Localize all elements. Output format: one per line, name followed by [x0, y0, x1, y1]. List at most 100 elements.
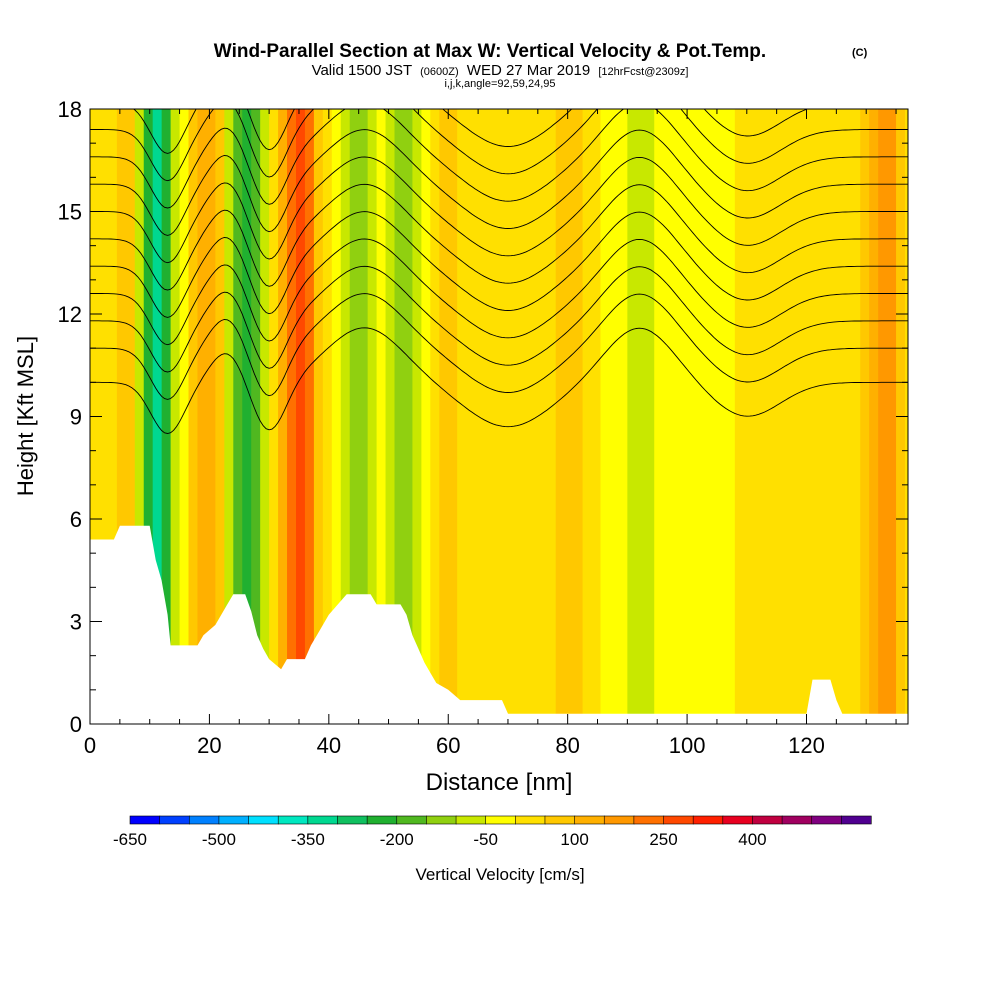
velocity-band: [645, 109, 655, 724]
velocity-band: [528, 109, 539, 724]
vertical-velocity-field: [90, 109, 908, 724]
valid-utc: (0600Z): [420, 66, 459, 78]
velocity-band: [851, 109, 861, 724]
velocity-band: [457, 109, 467, 724]
velocity-band: [484, 109, 494, 724]
theta-contour: [90, 238, 908, 346]
velocity-band: [251, 109, 261, 724]
colorbar-tick-label: -50: [473, 830, 498, 849]
velocity-band: [448, 109, 458, 724]
theta-contour: [90, 265, 908, 373]
y-tick-label: 3: [70, 610, 82, 635]
velocity-band: [672, 109, 682, 724]
colorbar-swatch: [841, 815, 872, 825]
velocity-band: [887, 109, 897, 724]
velocity-band: [842, 109, 852, 724]
velocity-band: [278, 109, 288, 724]
theta-contour: [90, 109, 908, 209]
x-axis-label: Distance [nm]: [426, 769, 573, 796]
colorbar-tick-label: 250: [649, 830, 677, 849]
chart-title: Wind-Parallel Section at Max W: Vertical…: [214, 41, 766, 62]
velocity-band: [761, 109, 772, 724]
velocity-band: [788, 109, 799, 724]
colorbar-swatch: [663, 815, 694, 825]
velocity-band: [161, 109, 172, 724]
colorbar-swatch: [455, 815, 487, 825]
velocity-band: [833, 109, 843, 724]
theta-contour: [90, 156, 908, 264]
velocity-band: [618, 109, 628, 724]
velocity-band: [107, 109, 118, 724]
velocity-band: [475, 109, 485, 724]
velocity-band: [725, 109, 736, 724]
y-axis-label: Height [Kft MSL]: [13, 336, 38, 496]
velocity-band: [143, 109, 154, 724]
velocity-band: [519, 109, 530, 724]
colorbar-swatch: [811, 815, 842, 825]
velocity-band: [287, 109, 297, 724]
x-tick-label: 40: [317, 733, 341, 758]
velocity-band: [170, 109, 181, 724]
velocity-band: [260, 109, 270, 724]
velocity-band: [636, 109, 646, 724]
velocity-band: [322, 109, 333, 724]
x-tick-label: 60: [436, 733, 460, 758]
valid-time-label: Valid 1500 JST (0600Z) WED 27 Mar 2019 […: [312, 62, 689, 79]
velocity-band: [125, 109, 136, 724]
forecast-label: [12hrFcst@2309z]: [598, 66, 688, 78]
colorbar-tick-label: 400: [738, 830, 766, 849]
colorbar-tick-label: 100: [560, 830, 588, 849]
colorbar-swatch: [188, 815, 220, 825]
velocity-band: [376, 109, 387, 724]
colorbar-swatch: [633, 815, 665, 825]
plot-area: [90, 109, 908, 724]
velocity-band: [869, 109, 879, 724]
colorbar-swatch: [218, 815, 250, 825]
velocity-band: [501, 109, 512, 724]
velocity-band: [385, 109, 396, 724]
velocity-band: [224, 109, 234, 724]
velocity-band: [421, 109, 431, 724]
velocity-band: [313, 109, 324, 724]
colorbar-swatch: [366, 815, 398, 825]
x-tick-label: 100: [669, 733, 706, 758]
y-tick-label: 9: [70, 405, 82, 430]
velocity-band: [609, 109, 620, 724]
y-tick-label: 6: [70, 507, 82, 532]
velocity-band: [466, 109, 476, 724]
colorbar-tick-label: -650: [113, 830, 147, 849]
colorbar-swatch: [692, 815, 724, 825]
colorbar-swatch: [396, 815, 428, 825]
velocity-band: [510, 109, 521, 724]
colorbar-label: Vertical Velocity [cm/s]: [415, 865, 584, 884]
theta-contour: [90, 183, 908, 291]
chart-header: Wind-Parallel Section at Max W: Vertical…: [214, 41, 868, 90]
y-tick-label: 0: [70, 712, 82, 737]
colorbar-swatch: [159, 815, 190, 825]
velocity-band: [412, 109, 422, 724]
colorbar-swatch: [277, 815, 309, 825]
theta-contour: [90, 293, 908, 400]
x-tick-label: 20: [197, 733, 221, 758]
velocity-band: [591, 109, 602, 724]
chart-title-mark: (C): [852, 47, 868, 59]
theta-contour: [90, 129, 908, 236]
velocity-band: [573, 109, 584, 724]
velocity-band: [242, 109, 252, 724]
velocity-band: [681, 109, 691, 724]
x-tick-label: 120: [788, 733, 825, 758]
velocity-band: [331, 109, 342, 724]
velocity-band: [403, 109, 414, 724]
valid-date: WED 27 Mar 2019: [467, 62, 590, 79]
y-tick-label: 18: [58, 97, 82, 122]
theta-contour: [132, 109, 809, 154]
colorbar-swatch: [781, 815, 813, 825]
velocity-band: [152, 109, 163, 724]
velocity-band: [860, 109, 870, 724]
colorbar-tick-label: -200: [380, 830, 414, 849]
velocity-band: [815, 109, 826, 724]
velocity-band: [134, 109, 145, 724]
colorbar-swatch: [129, 815, 161, 825]
colorbar-swatch: [337, 815, 368, 825]
velocity-band: [537, 109, 548, 724]
